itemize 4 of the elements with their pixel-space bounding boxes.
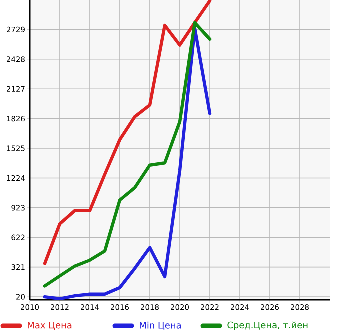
legend-label: Max Цена [28,322,72,330]
legend-label: Min Цена [140,322,181,330]
line-series [43,0,212,266]
legend-label: Сред.Цена, т.йен [228,322,308,330]
